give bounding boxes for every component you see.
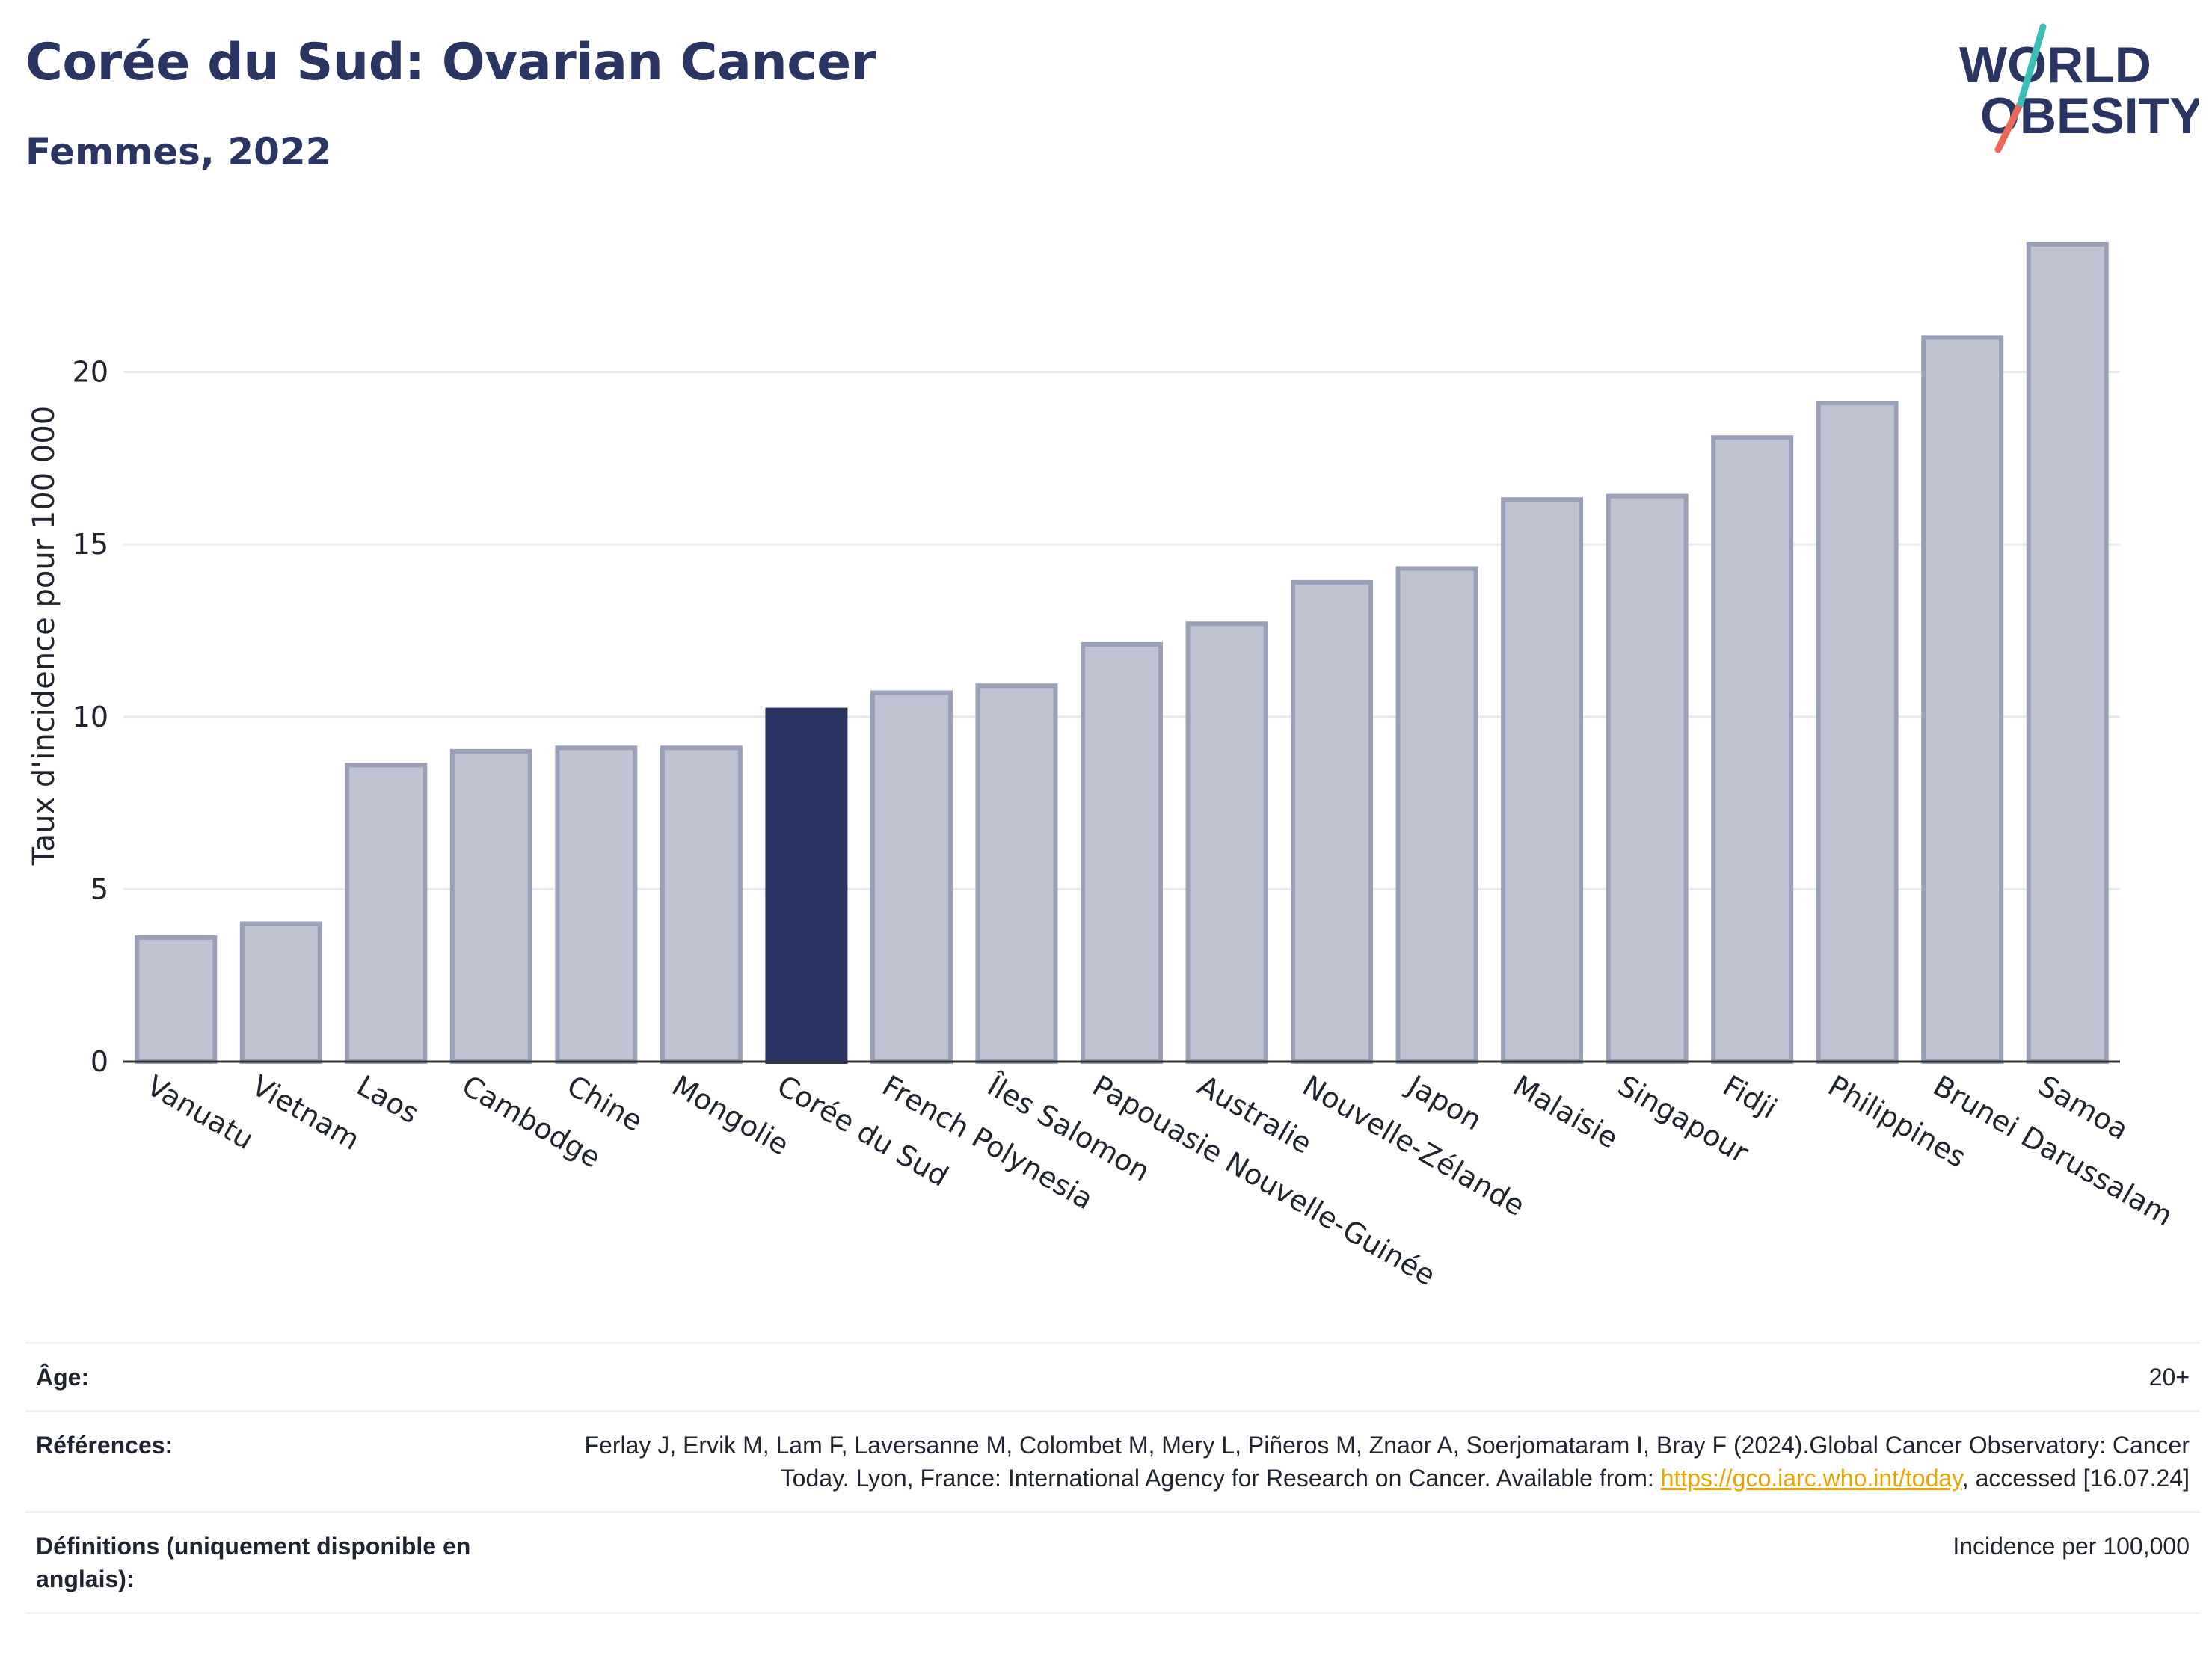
bar	[870, 690, 953, 1064]
x-tick-label: Fidji	[1718, 1069, 1783, 1126]
bar	[1081, 641, 1163, 1064]
info-row-references: Références: Ferlay J, Ervik M, Lam F, La…	[25, 1410, 2200, 1511]
definitions-label: Définitions (uniquement disponible en an…	[36, 1533, 471, 1592]
y-tick-label: 0	[90, 1045, 108, 1078]
info-row-age: Âge: 20+	[25, 1342, 2200, 1410]
bar	[345, 763, 428, 1064]
bar	[449, 748, 532, 1064]
definitions-value: Incidence per 100,000	[1953, 1533, 2190, 1560]
bar	[1395, 566, 1478, 1064]
references-link[interactable]: https://gco.iarc.who.int/today	[1660, 1465, 1962, 1492]
x-tick-label: Vietnam	[246, 1069, 365, 1157]
logo-slash-teal	[2017, 23, 2047, 107]
bar	[239, 921, 322, 1065]
bar	[135, 935, 218, 1065]
bar	[1816, 401, 1899, 1064]
logo-slash-red	[1994, 99, 2024, 153]
bar	[1921, 335, 2004, 1064]
bar	[1711, 435, 1794, 1064]
bar-highlighted	[765, 707, 848, 1064]
bar	[1291, 579, 1374, 1064]
logo-line-1: WORLD	[1959, 37, 2151, 93]
bar	[1185, 621, 1268, 1064]
x-tick-label: Malaisie	[1508, 1069, 1624, 1155]
bar	[1501, 497, 1584, 1064]
bar	[975, 683, 1058, 1064]
references-label: Références:	[36, 1432, 173, 1459]
y-tick-label: 10	[73, 701, 108, 733]
x-tick-label: Vanuatu	[141, 1069, 259, 1156]
page-title: Corée du Sud: Ovarian Cancer	[25, 33, 876, 92]
bar	[555, 745, 638, 1064]
info-row-definitions: Définitions (uniquement disponible en an…	[25, 1511, 2200, 1614]
info-table: Âge: 20+ Références: Ferlay J, Ervik M, …	[25, 1342, 2200, 1614]
world-obesity-logo: WORLD OBESITY	[1944, 22, 2204, 157]
bar	[1606, 493, 1689, 1064]
references-tail: , accessed [16.07.24]	[1961, 1465, 2190, 1492]
references-value: Ferlay J, Ervik M, Lam F, Laversanne M, …	[582, 1429, 2190, 1495]
age-label: Âge:	[36, 1364, 90, 1391]
y-tick-label: 15	[73, 528, 108, 561]
bars	[135, 241, 2109, 1065]
references-text: Ferlay J, Ervik M, Lam F, Laversanne M, …	[584, 1432, 2190, 1492]
bar	[660, 745, 743, 1064]
y-tick-label: 20	[73, 356, 108, 389]
y-tick-label: 5	[90, 872, 108, 905]
age-value: 20+	[2148, 1364, 2190, 1391]
y-axis-title: Taux d'incidence pour 100 000	[27, 406, 61, 866]
x-tick-label: Laos	[351, 1069, 425, 1130]
x-tick-label: Mongolie	[666, 1069, 794, 1162]
page-subtitle: Femmes, 2022	[25, 130, 332, 173]
bar	[2026, 241, 2109, 1064]
